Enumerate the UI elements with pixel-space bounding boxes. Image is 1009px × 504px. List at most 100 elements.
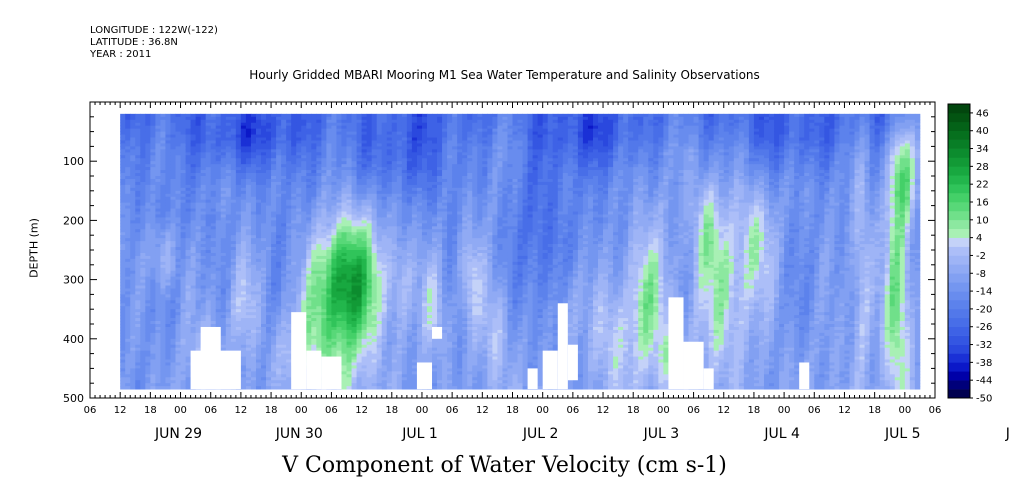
field-cell xyxy=(125,273,131,278)
field-cell xyxy=(371,371,378,375)
field-cell xyxy=(240,332,247,337)
field-cell xyxy=(286,383,292,387)
field-cell xyxy=(316,161,322,165)
field-cell xyxy=(276,380,282,384)
field-cell xyxy=(301,235,307,239)
field-cell xyxy=(276,383,282,387)
field-cell xyxy=(145,122,151,127)
field-cell xyxy=(336,146,342,150)
field-cell xyxy=(165,229,171,233)
field-cell xyxy=(245,326,252,331)
field-cell xyxy=(140,279,146,283)
field-cell xyxy=(175,229,181,233)
field-cell xyxy=(321,353,327,357)
field-cell xyxy=(271,170,277,174)
field-cell xyxy=(301,208,307,212)
field-cell xyxy=(361,252,368,257)
field-cell xyxy=(331,190,337,195)
field-cell xyxy=(351,294,357,298)
field-cell xyxy=(361,217,368,221)
field-cell xyxy=(220,347,227,352)
field-cell xyxy=(261,383,267,387)
field-cell xyxy=(311,196,317,201)
field-cell xyxy=(175,288,181,292)
field-cell xyxy=(190,324,197,328)
field-cell xyxy=(195,282,202,286)
field-cell xyxy=(316,300,322,304)
field-cell xyxy=(195,226,202,230)
field-cell xyxy=(135,318,141,322)
field-cell xyxy=(125,306,131,310)
field-cell xyxy=(245,270,252,275)
field-cell xyxy=(326,178,332,183)
field-cell xyxy=(155,261,161,266)
field-cell xyxy=(361,300,368,304)
field-cell xyxy=(185,223,191,227)
field-cell xyxy=(276,312,282,316)
field-cell xyxy=(366,187,373,192)
field-cell xyxy=(306,347,312,352)
field-cell xyxy=(235,140,242,144)
field-cell xyxy=(316,214,322,218)
field-cell xyxy=(120,199,126,204)
field-cell xyxy=(190,332,197,337)
field-cell xyxy=(170,199,176,204)
field-cell xyxy=(180,170,186,174)
field-cell xyxy=(276,371,282,375)
field-cell xyxy=(316,341,322,346)
field-cell xyxy=(386,241,393,245)
field-cell xyxy=(190,199,197,204)
field-cell xyxy=(175,193,181,198)
field-cell xyxy=(225,149,232,153)
field-cell xyxy=(145,335,151,340)
field-cell xyxy=(145,380,151,384)
field-cell xyxy=(225,291,232,295)
field-cell xyxy=(261,193,267,198)
field-cell xyxy=(351,170,357,174)
field-cell xyxy=(276,122,282,127)
field-cell xyxy=(140,255,146,260)
field-cell xyxy=(351,338,357,343)
field-cell xyxy=(346,252,352,257)
field-cell xyxy=(245,377,252,381)
field-cell xyxy=(331,211,337,215)
field-cell xyxy=(331,324,337,328)
field-cell xyxy=(381,285,388,289)
field-cell xyxy=(361,125,368,130)
field-cell xyxy=(130,143,136,147)
field-cell xyxy=(276,184,282,189)
field-cell xyxy=(255,270,262,275)
field-cell xyxy=(150,176,156,180)
field-cell xyxy=(170,374,176,378)
field-cell xyxy=(125,170,131,174)
field-cell xyxy=(170,326,176,331)
field-cell xyxy=(341,247,347,251)
field-cell xyxy=(225,220,232,224)
field-cell xyxy=(215,244,222,248)
field-cell xyxy=(180,122,186,127)
field-cell xyxy=(296,155,302,159)
field-cell xyxy=(210,279,217,283)
field-cell xyxy=(276,350,282,354)
field-cell xyxy=(195,161,202,165)
field-cell xyxy=(321,161,327,165)
field-cell xyxy=(255,315,262,319)
field-cell xyxy=(240,143,247,147)
field-cell xyxy=(271,131,277,135)
field-cell xyxy=(120,143,126,147)
field-cell xyxy=(245,137,252,141)
field-cell xyxy=(195,279,202,283)
field-cell xyxy=(351,312,357,316)
field-cell xyxy=(271,312,277,316)
field-cell xyxy=(125,119,131,124)
field-cell xyxy=(170,321,176,325)
field-cell xyxy=(215,131,222,135)
field-cell xyxy=(311,152,317,156)
field-cell xyxy=(205,250,212,254)
field-cell xyxy=(281,326,287,331)
field-cell xyxy=(366,377,373,381)
field-cell xyxy=(220,335,227,340)
field-cell xyxy=(316,276,322,280)
field-cell xyxy=(130,184,136,189)
field-cell xyxy=(125,371,131,375)
